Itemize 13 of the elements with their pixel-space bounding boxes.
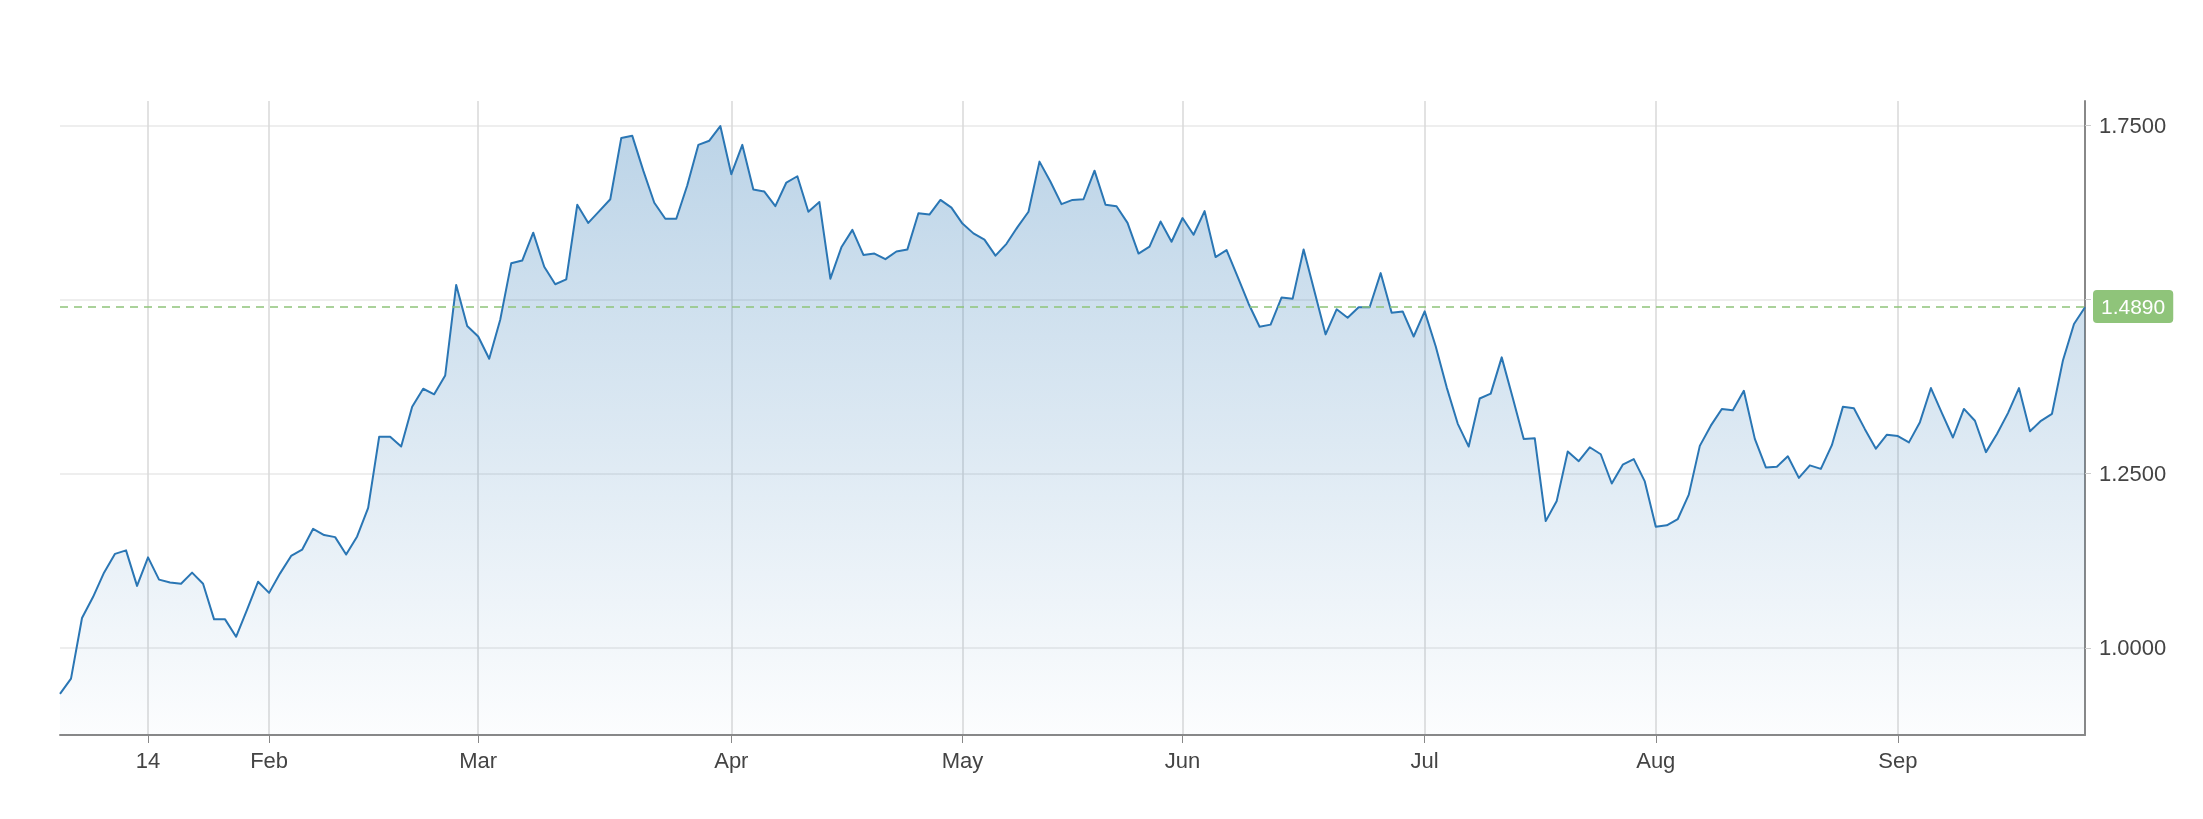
x-tick-label: Apr: [714, 747, 749, 773]
x-tick-label: Mar: [459, 747, 498, 773]
x-tick-label: Aug: [1636, 747, 1676, 773]
ref-line-label: 1.4890: [2101, 295, 2166, 319]
x-tick-label: Jul: [1410, 747, 1439, 773]
x-tick-label: Sep: [1878, 747, 1918, 773]
x-tick-label: 14: [135, 747, 161, 773]
x-tick-label: May: [941, 747, 984, 773]
y-tick-label: 1.2500: [2099, 461, 2167, 487]
y-tick-label: 1.7500: [2099, 112, 2167, 138]
x-tick-label: Feb: [250, 747, 289, 773]
x-tick-label: Jun: [1164, 747, 1201, 773]
y-tick-label: 1.0000: [2099, 635, 2167, 661]
